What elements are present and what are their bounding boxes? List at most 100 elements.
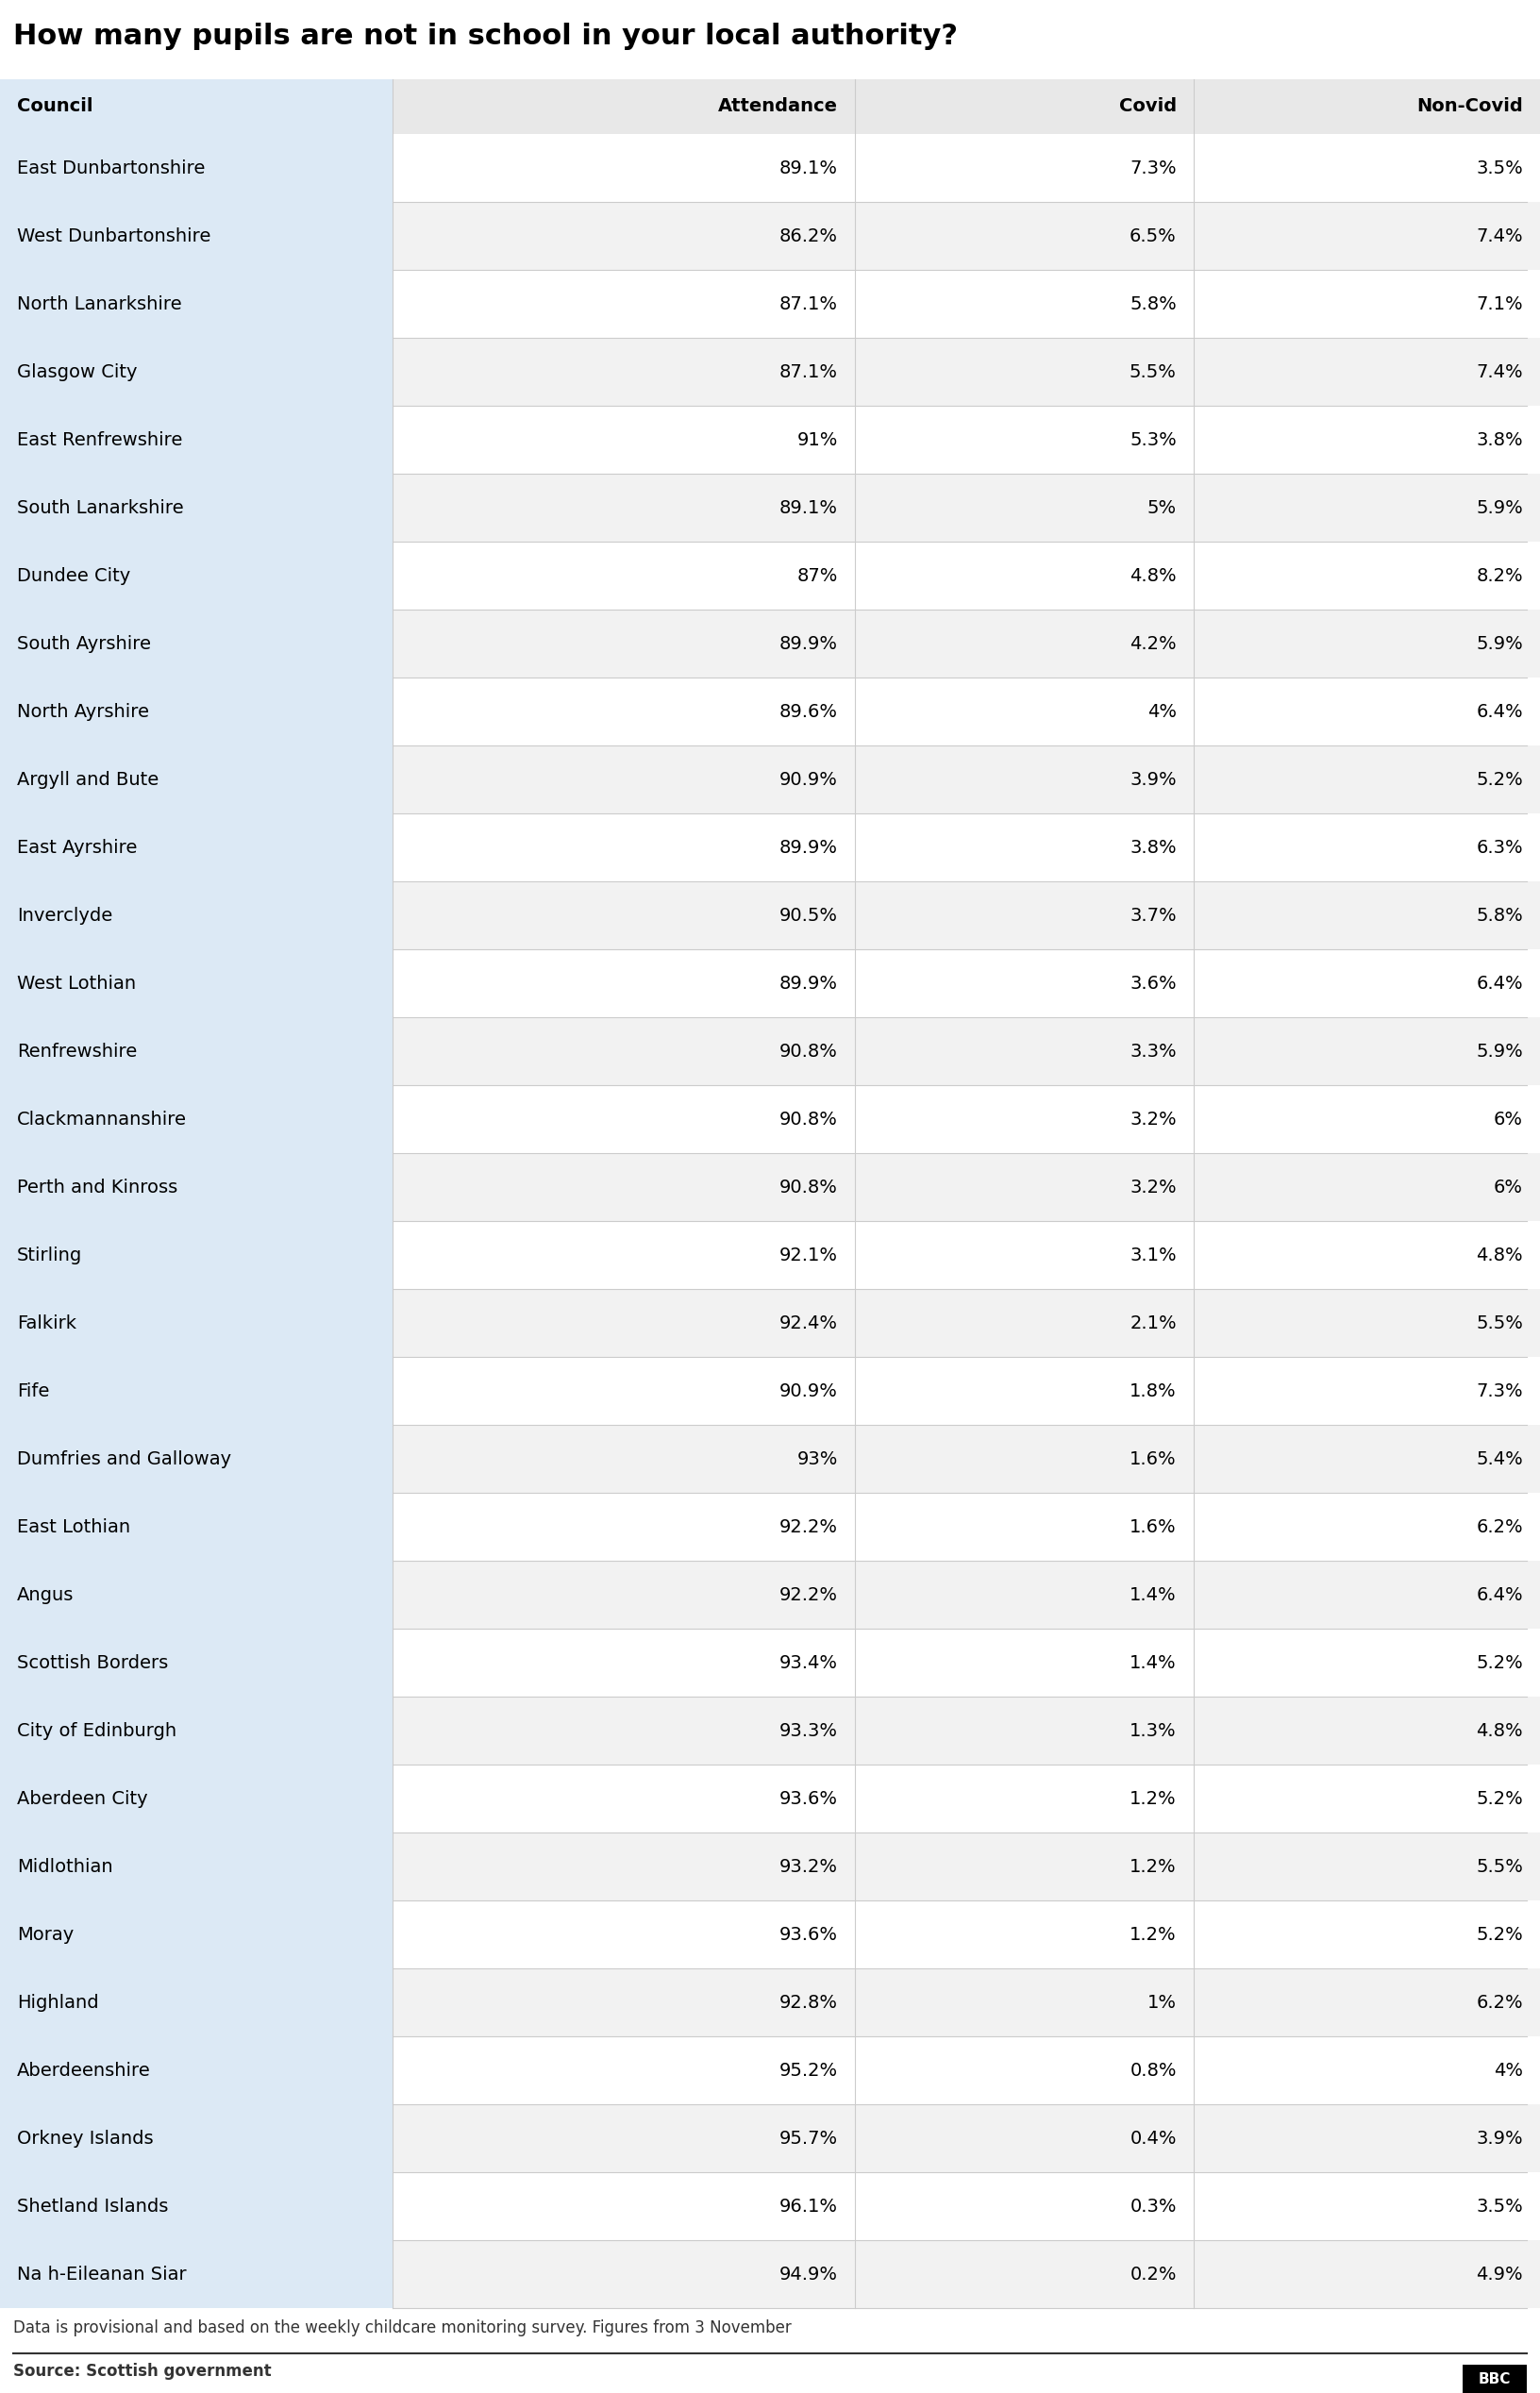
Bar bbox=[0, 2036, 393, 2103]
Text: 5.9%: 5.9% bbox=[1475, 1043, 1523, 1060]
Text: 5%: 5% bbox=[1147, 498, 1177, 517]
Bar bbox=[393, 270, 855, 337]
Bar bbox=[855, 814, 1194, 881]
Text: North Lanarkshire: North Lanarkshire bbox=[17, 294, 182, 313]
Bar bbox=[855, 747, 1194, 814]
Text: 92.8%: 92.8% bbox=[779, 1993, 838, 2010]
Bar bbox=[855, 1969, 1194, 2036]
Bar bbox=[393, 337, 855, 407]
Bar bbox=[855, 201, 1194, 270]
Text: 3.5%: 3.5% bbox=[1475, 2197, 1523, 2216]
Text: 95.2%: 95.2% bbox=[779, 2060, 838, 2080]
Bar bbox=[855, 474, 1194, 541]
Text: 3.8%: 3.8% bbox=[1130, 838, 1177, 857]
Text: 92.2%: 92.2% bbox=[779, 1517, 838, 1536]
Text: Perth and Kinross: Perth and Kinross bbox=[17, 1177, 177, 1196]
Text: 5.3%: 5.3% bbox=[1129, 431, 1177, 450]
Bar bbox=[1194, 881, 1540, 950]
Bar bbox=[1194, 79, 1540, 134]
Text: Attendance: Attendance bbox=[718, 98, 838, 115]
Text: 4%: 4% bbox=[1147, 704, 1177, 720]
Bar bbox=[1463, 2364, 1526, 2393]
Text: How many pupils are not in school in your local authority?: How many pupils are not in school in you… bbox=[14, 22, 958, 50]
Bar bbox=[0, 1630, 393, 1697]
Text: 90.9%: 90.9% bbox=[779, 1381, 838, 1400]
Text: 5.5%: 5.5% bbox=[1475, 1857, 1523, 1876]
Bar bbox=[0, 1969, 393, 2036]
Bar bbox=[855, 79, 1194, 134]
Bar bbox=[0, 79, 393, 134]
Text: Covid: Covid bbox=[1120, 98, 1177, 115]
Text: 3.9%: 3.9% bbox=[1130, 771, 1177, 787]
Bar bbox=[855, 1900, 1194, 1969]
Bar bbox=[393, 1424, 855, 1493]
Bar bbox=[0, 1697, 393, 1764]
Bar bbox=[1194, 2036, 1540, 2103]
Bar bbox=[855, 1697, 1194, 1764]
Text: 5.5%: 5.5% bbox=[1475, 1314, 1523, 1333]
Bar bbox=[0, 2173, 393, 2240]
Text: 0.2%: 0.2% bbox=[1130, 2266, 1177, 2283]
Bar bbox=[0, 1357, 393, 1424]
Text: 2.1%: 2.1% bbox=[1130, 1314, 1177, 1333]
Text: Renfrewshire: Renfrewshire bbox=[17, 1043, 137, 1060]
Bar bbox=[855, 1220, 1194, 1290]
Bar bbox=[393, 1697, 855, 1764]
Bar bbox=[1194, 270, 1540, 337]
Bar bbox=[0, 881, 393, 950]
Bar bbox=[0, 950, 393, 1017]
Text: 90.8%: 90.8% bbox=[779, 1177, 838, 1196]
Bar bbox=[393, 677, 855, 747]
Bar bbox=[855, 1153, 1194, 1220]
Bar bbox=[393, 2036, 855, 2103]
Text: 94.9%: 94.9% bbox=[779, 2266, 838, 2283]
Text: Shetland Islands: Shetland Islands bbox=[17, 2197, 168, 2216]
Bar bbox=[855, 677, 1194, 747]
Text: Fife: Fife bbox=[17, 1381, 49, 1400]
Text: Council: Council bbox=[17, 98, 92, 115]
Bar bbox=[393, 2240, 855, 2309]
Bar bbox=[0, 747, 393, 814]
Text: 87%: 87% bbox=[796, 567, 838, 584]
Text: 93%: 93% bbox=[796, 1450, 838, 1467]
Bar bbox=[855, 541, 1194, 610]
Text: 89.9%: 89.9% bbox=[779, 974, 838, 993]
Bar bbox=[855, 337, 1194, 407]
Text: Falkirk: Falkirk bbox=[17, 1314, 77, 1333]
Text: Argyll and Bute: Argyll and Bute bbox=[17, 771, 159, 787]
Bar bbox=[1194, 677, 1540, 747]
Bar bbox=[855, 1833, 1194, 1900]
Text: 6%: 6% bbox=[1494, 1177, 1523, 1196]
Text: 89.6%: 89.6% bbox=[779, 704, 838, 720]
Text: Data is provisional and based on the weekly childcare monitoring survey. Figures: Data is provisional and based on the wee… bbox=[14, 2319, 792, 2336]
Text: 90.5%: 90.5% bbox=[779, 907, 838, 924]
Bar bbox=[0, 1833, 393, 1900]
Text: 87.1%: 87.1% bbox=[779, 294, 838, 313]
Bar bbox=[393, 1153, 855, 1220]
Text: 4.2%: 4.2% bbox=[1130, 634, 1177, 653]
Bar bbox=[1194, 541, 1540, 610]
Text: 5.2%: 5.2% bbox=[1475, 1790, 1523, 1807]
Text: 5.2%: 5.2% bbox=[1475, 1654, 1523, 1673]
Bar bbox=[0, 474, 393, 541]
Text: 7.4%: 7.4% bbox=[1477, 364, 1523, 380]
Bar bbox=[1194, 2240, 1540, 2309]
Bar bbox=[393, 79, 855, 134]
Bar bbox=[855, 407, 1194, 474]
Text: 3.8%: 3.8% bbox=[1477, 431, 1523, 450]
Text: 1.3%: 1.3% bbox=[1130, 1721, 1177, 1740]
Bar bbox=[393, 814, 855, 881]
Bar bbox=[1194, 201, 1540, 270]
Text: 96.1%: 96.1% bbox=[779, 2197, 838, 2216]
Text: 90.8%: 90.8% bbox=[779, 1110, 838, 1127]
Text: Orkney Islands: Orkney Islands bbox=[17, 2130, 154, 2147]
Text: Angus: Angus bbox=[17, 1587, 74, 1603]
Text: 6.2%: 6.2% bbox=[1477, 1517, 1523, 1536]
Bar bbox=[855, 950, 1194, 1017]
Text: 5.8%: 5.8% bbox=[1475, 907, 1523, 924]
Text: 1.4%: 1.4% bbox=[1130, 1587, 1177, 1603]
Text: East Dunbartonshire: East Dunbartonshire bbox=[17, 158, 205, 177]
Text: Moray: Moray bbox=[17, 1926, 74, 1943]
Bar bbox=[1194, 1630, 1540, 1697]
Text: West Dunbartonshire: West Dunbartonshire bbox=[17, 227, 211, 244]
